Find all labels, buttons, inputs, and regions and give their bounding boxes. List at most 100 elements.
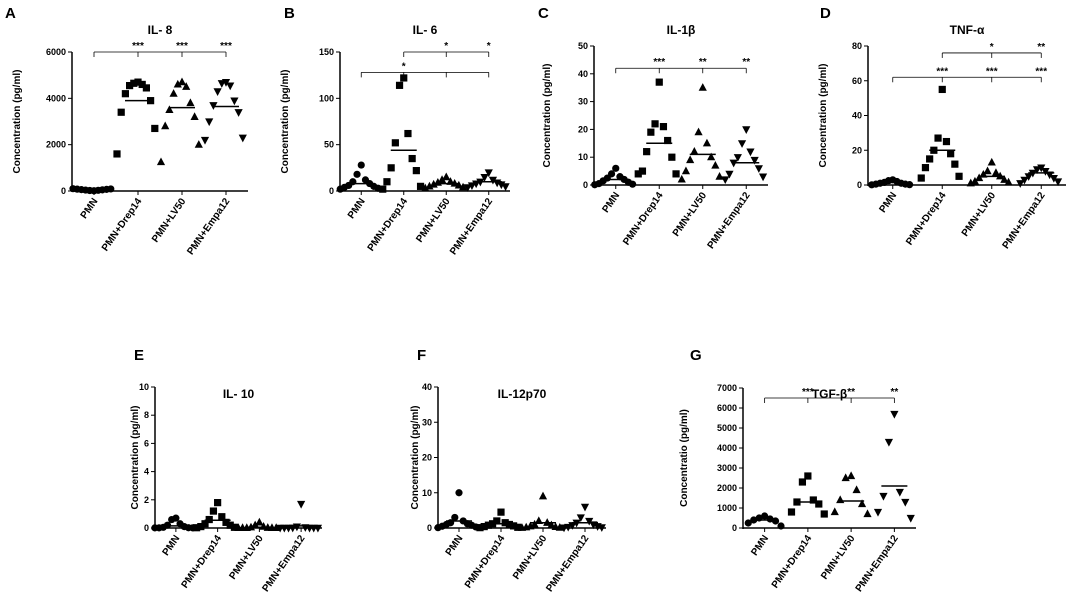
y-tick-label: 30 — [578, 97, 588, 107]
x-tick-label: PMN — [749, 533, 771, 558]
x-tick-label: PMN — [346, 196, 368, 221]
data-point-square — [647, 128, 655, 136]
data-point-triangle-up — [702, 138, 712, 147]
data-point-triangle-up — [517, 523, 527, 531]
data-point-circle — [353, 170, 361, 178]
data-point-triangle-up — [177, 77, 187, 86]
y-axis-label: Concentration (pg/ml) — [12, 70, 23, 174]
panel-letter: B — [284, 5, 295, 22]
x-tick-label: PMN+Drep14 — [770, 533, 815, 590]
data-point-triangle-up — [715, 172, 724, 180]
x-tick-label: PMN — [444, 533, 466, 558]
data-point-square — [664, 136, 672, 145]
data-point-triangle-down — [313, 524, 323, 533]
data-point-triangle-up — [442, 172, 451, 181]
panel-letter: D — [820, 5, 831, 22]
data-point-triangle-down — [895, 488, 904, 497]
x-tick-label: PMN+LV50 — [150, 196, 189, 245]
data-point-square — [921, 164, 930, 172]
y-tick-label: 2000 — [46, 140, 66, 150]
y-tick-label: 7000 — [717, 383, 737, 393]
y-tick-label: 0 — [583, 180, 588, 190]
x-tick-label: PMN — [600, 190, 622, 215]
y-tick-label: 100 — [319, 93, 334, 103]
data-point-triangle-down — [1041, 168, 1050, 176]
data-point-triangle-down — [733, 154, 742, 162]
data-point-triangle-up — [677, 174, 686, 183]
data-point-triangle-up — [547, 520, 556, 529]
panel-title: IL- 10 — [223, 387, 255, 401]
data-point-circle — [777, 522, 785, 530]
data-point-circle — [455, 489, 463, 497]
data-point-triangle-up — [863, 509, 872, 518]
data-point-triangle-down — [1020, 176, 1029, 185]
data-point-triangle-up — [425, 181, 434, 190]
y-axis-label: Concentration (pg/ml) — [542, 64, 553, 168]
panel-title: IL-12p70 — [498, 387, 547, 401]
data-point-triangle-up — [421, 183, 430, 192]
data-point-triangle-down — [1016, 180, 1025, 188]
significance-label: *** — [1035, 66, 1047, 77]
panel-letter: A — [5, 5, 16, 22]
data-point-square — [926, 155, 934, 163]
data-point-square — [484, 521, 492, 529]
panel-g: G TGF-β 0 1000 2000 3000 4000 5000 6000 7000 Conce… — [679, 347, 916, 594]
significance-label: *** — [653, 57, 665, 68]
data-point-square — [138, 80, 146, 89]
data-point-square — [209, 507, 218, 515]
data-point-square — [230, 523, 239, 531]
y-tick-label: 4000 — [717, 443, 737, 453]
data-point-triangle-up — [165, 105, 174, 114]
data-point-square — [643, 148, 651, 156]
data-point-triangle-down — [463, 184, 472, 192]
data-point-triangle-down — [597, 524, 606, 532]
y-tick-label: 0 — [427, 523, 432, 533]
x-tick-label: PMN+Drep14 — [904, 190, 949, 247]
x-tick-label: PMN+LV50 — [819, 533, 858, 582]
data-point-triangle-up — [830, 507, 839, 516]
significance-label: ** — [890, 387, 898, 398]
panel-f: F IL-12p70 0 10 20 30 40 Concentration (pg/ml) P… — [410, 347, 606, 594]
panel-title: TGF-β — [812, 387, 847, 401]
data-point-square — [815, 500, 823, 508]
data-point-square — [938, 85, 946, 94]
y-tick-label: 50 — [324, 140, 334, 150]
y-axis-label: Concentration (pg/ml) — [410, 406, 421, 510]
data-point-triangle-up — [190, 112, 199, 120]
data-point-circle — [766, 515, 774, 523]
data-point-triangle-up — [156, 157, 166, 166]
y-tick-label: 0 — [732, 523, 737, 533]
data-point-circle — [612, 164, 620, 172]
data-point-square — [416, 182, 425, 190]
data-point-triangle-up — [966, 178, 975, 187]
panel-letter: G — [690, 347, 702, 364]
data-point-circle — [771, 517, 780, 525]
data-point-triangle-up — [182, 82, 191, 90]
data-point-triangle-down — [484, 169, 493, 178]
data-point-square — [113, 150, 121, 158]
x-tick-label: PMN+Empa12 — [706, 190, 753, 251]
data-point-square — [501, 519, 509, 527]
y-tick-label: 10 — [139, 382, 149, 392]
data-point-circle — [107, 185, 115, 193]
data-point-square — [391, 139, 399, 147]
x-tick-label: PMN+Empa12 — [260, 533, 307, 594]
y-axis-label: Concentration (pg/ml) — [130, 406, 141, 510]
x-tick-label: PMN — [161, 533, 183, 558]
y-tick-label: 50 — [578, 41, 588, 51]
y-tick-label: 10 — [422, 488, 432, 498]
significance-label: *** — [936, 66, 948, 77]
y-tick-label: 1000 — [717, 503, 737, 513]
data-point-triangle-down — [585, 517, 594, 526]
significance-label: ** — [699, 57, 707, 68]
data-point-triangle-down — [906, 514, 915, 523]
data-point-triangle-up — [681, 166, 691, 175]
data-point-square — [395, 81, 404, 89]
data-point-triangle-down — [729, 159, 738, 168]
data-point-triangle-up — [690, 147, 699, 155]
x-tick-label: PMN+Empa12 — [854, 533, 901, 594]
significance-label: * — [402, 61, 406, 72]
data-point-triangle-down — [234, 109, 243, 117]
